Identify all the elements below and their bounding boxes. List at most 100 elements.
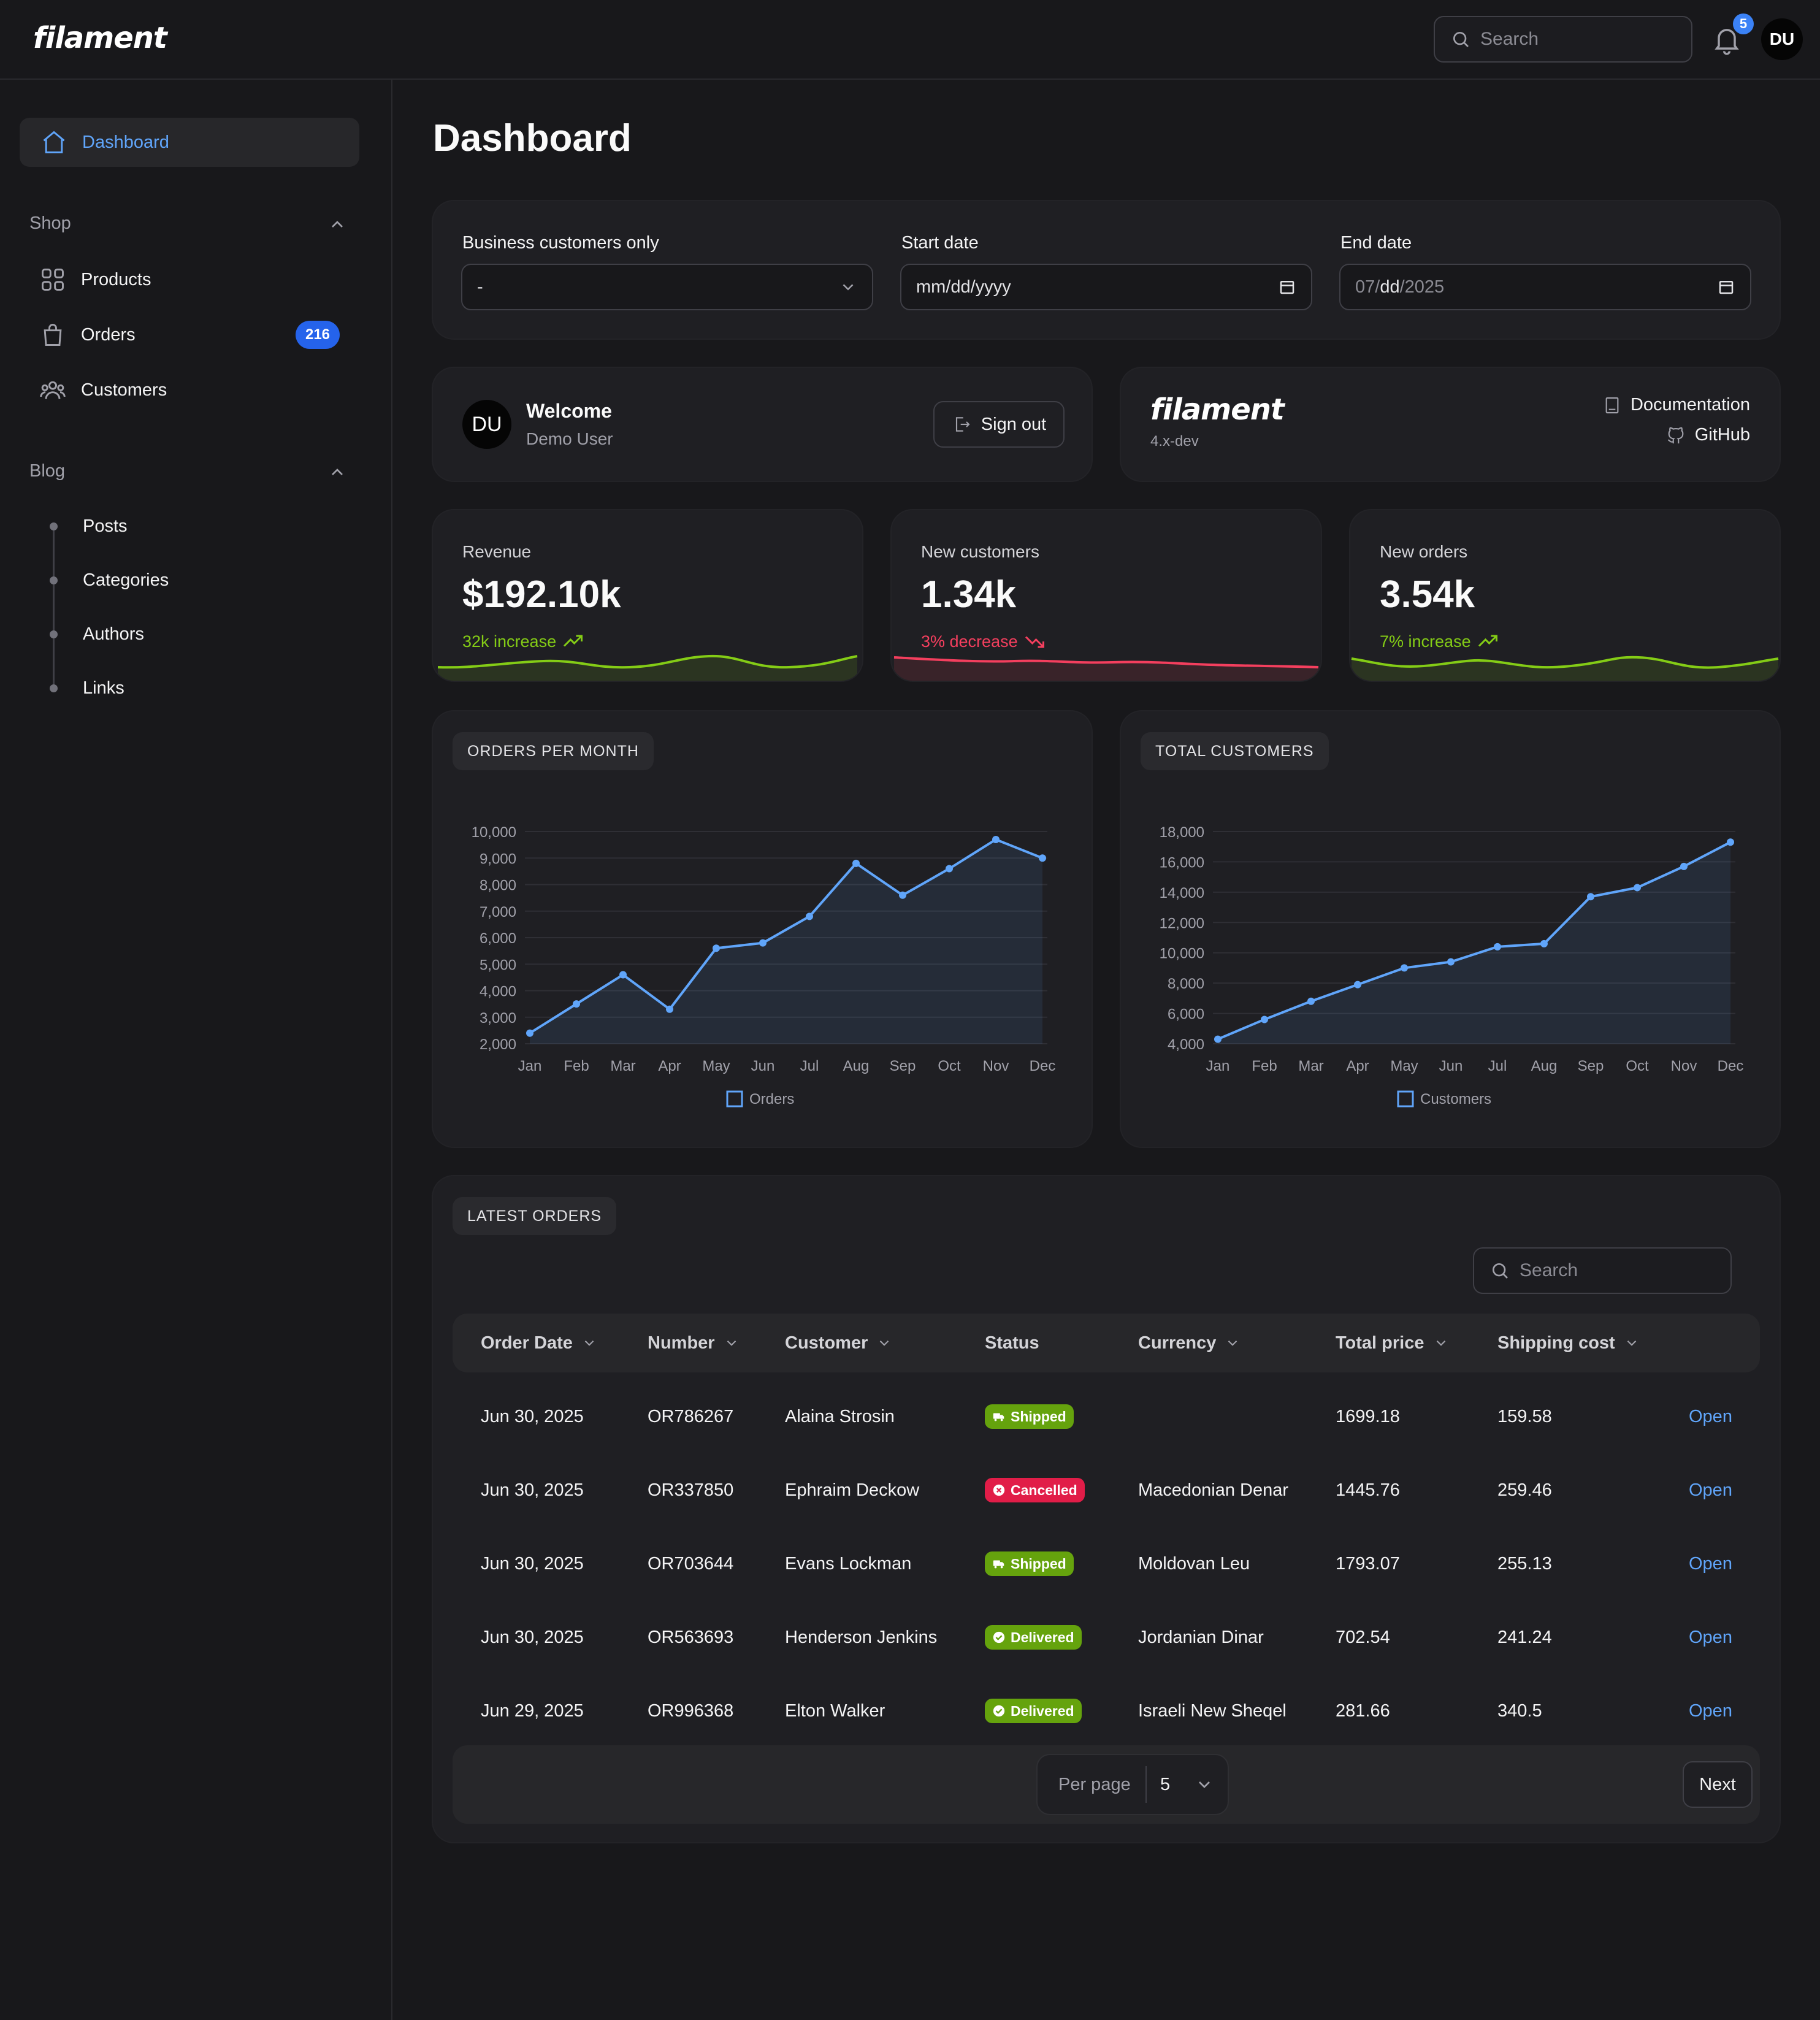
business-filter-label: Business customers only — [462, 233, 659, 253]
sidebar-item-label: Products — [81, 269, 151, 289]
date-day: dd — [1380, 277, 1400, 297]
cell-number: OR786267 — [648, 1406, 734, 1426]
data-point[interactable] — [619, 971, 627, 979]
revenue-sparkline — [437, 654, 858, 681]
book-icon — [1605, 397, 1619, 413]
sidebar-item-customers[interactable]: Customers — [39, 372, 167, 408]
cell-number: OR996368 — [648, 1701, 734, 1721]
y-tick-label: 6,000 — [1168, 1006, 1204, 1023]
x-tick-label: Apr — [658, 1058, 681, 1074]
documentation-link[interactable]: Documentation — [1602, 395, 1750, 415]
x-tick-label: Feb — [1252, 1058, 1277, 1074]
data-point[interactable] — [1354, 981, 1361, 989]
cell-customer: Alaina Strosin — [785, 1406, 895, 1426]
data-point[interactable] — [1540, 939, 1548, 947]
stat-label: Revenue — [462, 542, 532, 561]
data-point[interactable] — [946, 865, 953, 873]
column-header-total-price[interactable]: Total price — [1336, 1314, 1449, 1372]
chevron-up-icon[interactable] — [327, 462, 347, 482]
sidebar-group-blog: Blog — [29, 461, 66, 481]
end-date-input[interactable]: 07/dd/2025 — [1339, 264, 1751, 310]
series-area — [1218, 842, 1730, 1044]
chevron-down-icon — [1436, 1340, 1445, 1346]
data-point[interactable] — [759, 939, 767, 947]
x-tick-label: Apr — [1346, 1058, 1369, 1074]
sidebar-item-posts[interactable]: Posts — [83, 516, 128, 536]
x-tick-label: Oct — [938, 1058, 961, 1074]
github-link[interactable]: GitHub — [1665, 424, 1750, 445]
welcome-card: DU Welcome Demo User Sign out — [433, 368, 1092, 481]
stat-card-revenue: Revenue $192.10k 32k increase — [433, 510, 862, 681]
status-label: Shipped — [1011, 1408, 1066, 1425]
date-month: 07/ — [1355, 277, 1380, 297]
new-customers-sparkline — [893, 656, 1319, 681]
chevron-down-icon — [727, 1340, 736, 1346]
cell-order-date: Jun 29, 2025 — [481, 1701, 584, 1721]
data-point[interactable] — [573, 1000, 580, 1008]
open-link[interactable]: Open — [1689, 1553, 1732, 1574]
data-point[interactable] — [1587, 893, 1594, 901]
sidebar-item-authors[interactable]: Authors — [83, 624, 144, 644]
legend-label[interactable]: Orders — [749, 1091, 794, 1108]
chevron-up-icon[interactable] — [327, 215, 347, 234]
welcome-title: Welcome — [526, 400, 612, 422]
table-row: Jun 30, 2025 OR337850 Ephraim Deckow Cancel… — [453, 1453, 1760, 1527]
x-circle-icon — [993, 1484, 1005, 1496]
column-header-currency[interactable]: Currency — [1138, 1314, 1241, 1372]
open-link[interactable]: Open — [1689, 1480, 1732, 1500]
data-point[interactable] — [1680, 862, 1688, 870]
sidebar-item-dashboard[interactable]: Dashboard — [20, 118, 359, 167]
status-badge: Shipped — [985, 1404, 1074, 1429]
cell-total-price: 702.54 — [1336, 1627, 1390, 1647]
legend-label[interactable]: Customers — [1420, 1091, 1491, 1108]
data-point[interactable] — [1261, 1016, 1268, 1023]
sidebar-item-categories[interactable]: Categories — [83, 570, 169, 590]
stat-change: 7% increase — [1380, 632, 1471, 651]
calendar-icon[interactable] — [1278, 278, 1296, 296]
data-point[interactable] — [1401, 964, 1408, 972]
data-point[interactable] — [1494, 943, 1501, 951]
table-row: Jun 30, 2025 OR703644 Evans Lockman Shipped… — [453, 1527, 1760, 1601]
data-point[interactable] — [899, 891, 906, 899]
start-date-label: Start date — [901, 233, 979, 253]
calendar-icon[interactable] — [1717, 278, 1735, 296]
open-link[interactable]: Open — [1689, 1406, 1732, 1426]
data-point[interactable] — [1447, 958, 1455, 966]
next-page-button[interactable]: Next — [1683, 1761, 1753, 1808]
data-point[interactable] — [526, 1029, 533, 1037]
bell-icon[interactable] — [1711, 23, 1743, 55]
per-page-select[interactable]: Per page 5 — [1038, 1755, 1228, 1814]
column-header-customer[interactable]: Customer — [785, 1314, 892, 1372]
data-point[interactable] — [992, 835, 1000, 843]
data-point[interactable] — [713, 944, 720, 952]
stat-value: 1.34k — [921, 573, 1017, 616]
data-point[interactable] — [1307, 997, 1315, 1005]
table-search-input[interactable]: Search — [1473, 1247, 1732, 1294]
open-link[interactable]: Open — [1689, 1701, 1732, 1721]
sign-out-button[interactable]: Sign out — [933, 401, 1065, 448]
data-point[interactable] — [1727, 838, 1734, 846]
global-search-input[interactable]: Search — [1434, 16, 1692, 63]
brand-logo[interactable]: filament — [33, 21, 167, 55]
sidebar-item-links[interactable]: Links — [83, 678, 124, 698]
sidebar-item-products[interactable]: Products — [39, 261, 151, 298]
user-avatar[interactable]: DU — [1761, 18, 1803, 60]
data-point[interactable] — [1634, 884, 1641, 892]
cell-currency: Israeli New Sheqel — [1138, 1701, 1287, 1721]
business-filter-select[interactable]: - — [461, 264, 873, 310]
tree-dot — [50, 522, 58, 530]
y-tick-label: 9,000 — [480, 851, 516, 867]
column-header-order-date[interactable]: Order Date — [481, 1314, 597, 1372]
data-point[interactable] — [1214, 1035, 1222, 1043]
data-point[interactable] — [1039, 854, 1046, 862]
sidebar-item-orders[interactable]: Orders — [39, 316, 136, 353]
chart-title: ORDERS PER MONTH — [453, 732, 654, 770]
column-header-number[interactable]: Number — [648, 1314, 740, 1372]
data-point[interactable] — [806, 912, 813, 920]
end-date-label: End date — [1340, 233, 1412, 253]
open-link[interactable]: Open — [1689, 1627, 1732, 1647]
start-date-input[interactable]: mm/dd/yyyy — [900, 264, 1312, 310]
data-point[interactable] — [852, 859, 860, 867]
data-point[interactable] — [666, 1005, 673, 1013]
column-header-shipping-cost[interactable]: Shipping cost — [1497, 1314, 1640, 1372]
